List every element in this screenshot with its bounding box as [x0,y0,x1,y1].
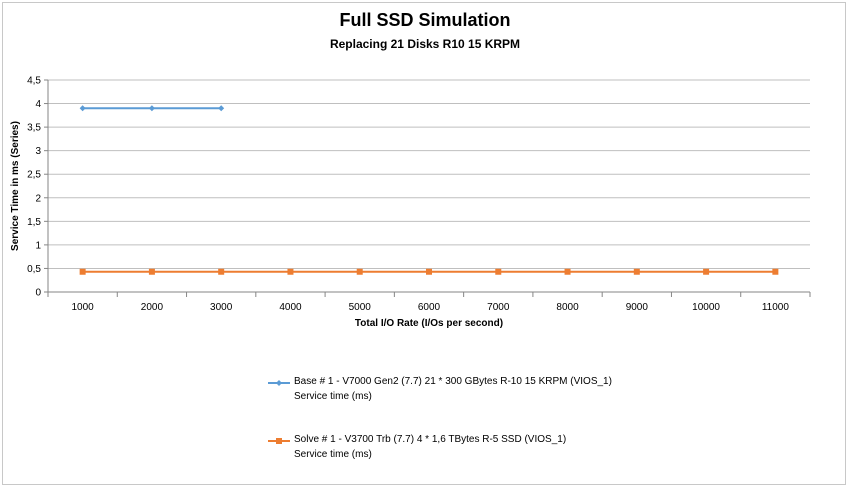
legend-marks [268,380,290,444]
x-tick-label: 4000 [279,302,302,313]
x-tick-label: 9000 [626,302,649,313]
data-point [356,268,363,275]
series-2 [79,268,779,275]
legend-entry-series-2-sub: Service time (ms) [294,449,372,460]
x-tick-label: 7000 [487,302,510,313]
data-point [772,268,779,275]
x-tick-label: 2000 [141,302,164,313]
y-tick-label: 3,5 [27,123,41,134]
x-tick-label: 11000 [762,302,790,313]
chart-title: Full SSD Simulation [339,10,511,30]
y-tick-label: 4 [35,99,41,110]
legend-entry-series-1-sub: Service time (ms) [294,391,372,402]
data-point [703,268,710,275]
legend-entry-series-1: Base # 1 - V7000 Gen2 (7.7) 21 * 300 GBy… [294,376,612,387]
y-tick-label: 4,5 [27,76,41,87]
x-tick-label: 10000 [692,302,720,313]
series-1 [79,105,225,112]
y-tick-labels: 0 0,5 1 1,5 2 2,5 3 3,5 4 4,5 [27,76,41,299]
data-point [218,105,225,112]
data-point [79,105,86,112]
x-tick-label: 3000 [210,302,233,313]
x-tick-label: 8000 [556,302,579,313]
x-tick-label: 5000 [349,302,372,313]
grid-lines [44,79,811,297]
y-axis-title: Service Time in ms (Series) [10,121,21,251]
data-point [426,268,432,275]
series-layer [79,105,779,275]
y-tick-label: 3 [35,146,41,157]
x-tick-labels: 1000 2000 3000 4000 5000 6000 7000 8000 9000 1000… [72,302,790,313]
data-point [633,268,640,275]
x-tick-label: 1000 [72,302,95,313]
legend-marker-series-1 [276,380,282,386]
y-tick-label: 1,5 [27,217,41,228]
data-point [495,268,502,275]
legend-entry-series-2: Solve # 1 - V3700 Trb (7.7) 4 * 1,6 TByt… [294,434,567,445]
y-tick-label: 1 [35,240,41,251]
y-tick-label: 0,5 [27,264,41,275]
data-point [218,268,225,275]
data-point [79,268,86,275]
data-point [148,268,155,275]
y-tick-label: 0 [35,288,41,299]
x-tick-label: 6000 [418,302,441,313]
data-point [148,105,155,112]
legend-marker-series-2 [276,438,282,444]
y-tick-label: 2,5 [27,170,41,181]
data-point [564,268,571,275]
y-tick-label: 2 [35,193,41,204]
x-axis-title: Total I/O Rate (I/Os per second) [355,318,503,329]
data-point [287,268,294,275]
chart-subtitle: Replacing 21 Disks R10 15 KRPM [329,37,521,51]
